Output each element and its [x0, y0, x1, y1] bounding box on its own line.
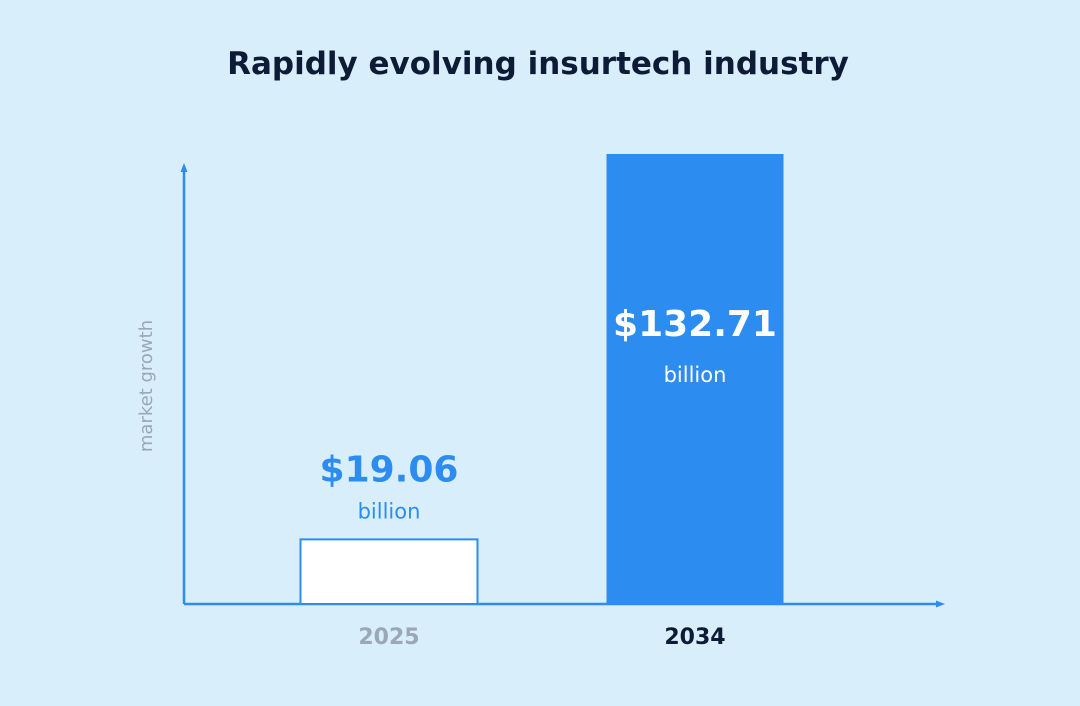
y-axis-label: market growth — [136, 320, 157, 452]
x-tick-label-2034: 2034 — [664, 625, 725, 650]
x-tick-label-2025: 2025 — [358, 625, 419, 650]
value-label-2025: $19.06 — [320, 449, 459, 490]
x-axis — [184, 600, 945, 608]
bar-2034 — [606, 154, 784, 604]
y-axis — [180, 163, 188, 604]
bar-2025 — [299, 538, 479, 606]
chart-title: Rapidly evolving insurtech industry — [227, 46, 849, 82]
bars-group: $19.06 billion 2025 $132.71 billion 2034 — [299, 154, 784, 650]
value-label-2034: $132.71 — [613, 304, 777, 345]
unit-label-2034: billion — [664, 363, 727, 387]
unit-label-2025: billion — [358, 499, 421, 523]
